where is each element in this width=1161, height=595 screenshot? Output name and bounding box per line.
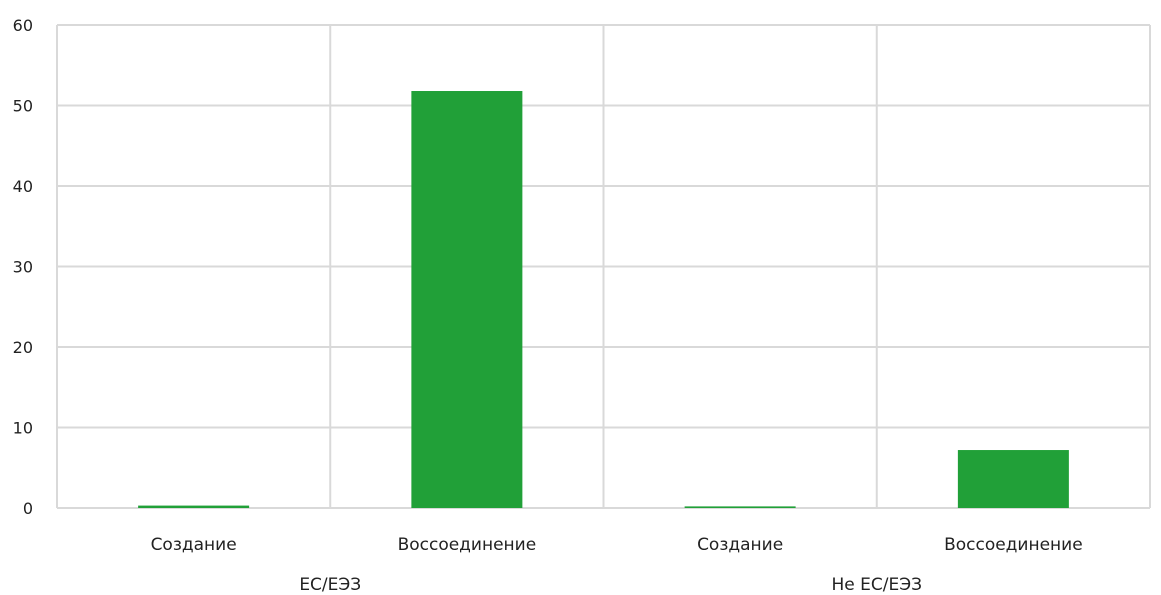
group-label: Не ЕС/ЕЭЗ <box>832 575 923 595</box>
y-tick-label: 40 <box>13 177 33 196</box>
category-label: Создание <box>151 535 237 555</box>
y-tick-label: 10 <box>13 419 33 438</box>
y-axis-ticks: 0 10 20 30 40 50 60 <box>13 16 33 518</box>
category-label: Воссоединение <box>944 535 1083 555</box>
group-label: ЕС/ЕЭЗ <box>299 575 361 595</box>
category-label: Создание <box>697 535 783 555</box>
grid <box>56 24 1151 509</box>
y-tick-label: 0 <box>23 499 33 518</box>
y-tick-label: 60 <box>13 16 33 35</box>
y-tick-label: 50 <box>13 97 33 116</box>
bar-воссоединение <box>957 450 1069 508</box>
category-label: Воссоединение <box>398 535 537 555</box>
bar-создание <box>138 505 250 508</box>
bar-создание <box>684 506 796 508</box>
bars <box>138 91 1069 508</box>
group-labels: ЕС/ЕЭЗ Не ЕС/ЕЭЗ <box>299 575 922 595</box>
bar-воссоединение <box>411 91 523 508</box>
category-labels: Создание Воссоединение Создание Воссоединен… <box>151 535 1083 555</box>
y-tick-label: 20 <box>13 338 33 357</box>
y-tick-label: 30 <box>13 258 33 277</box>
